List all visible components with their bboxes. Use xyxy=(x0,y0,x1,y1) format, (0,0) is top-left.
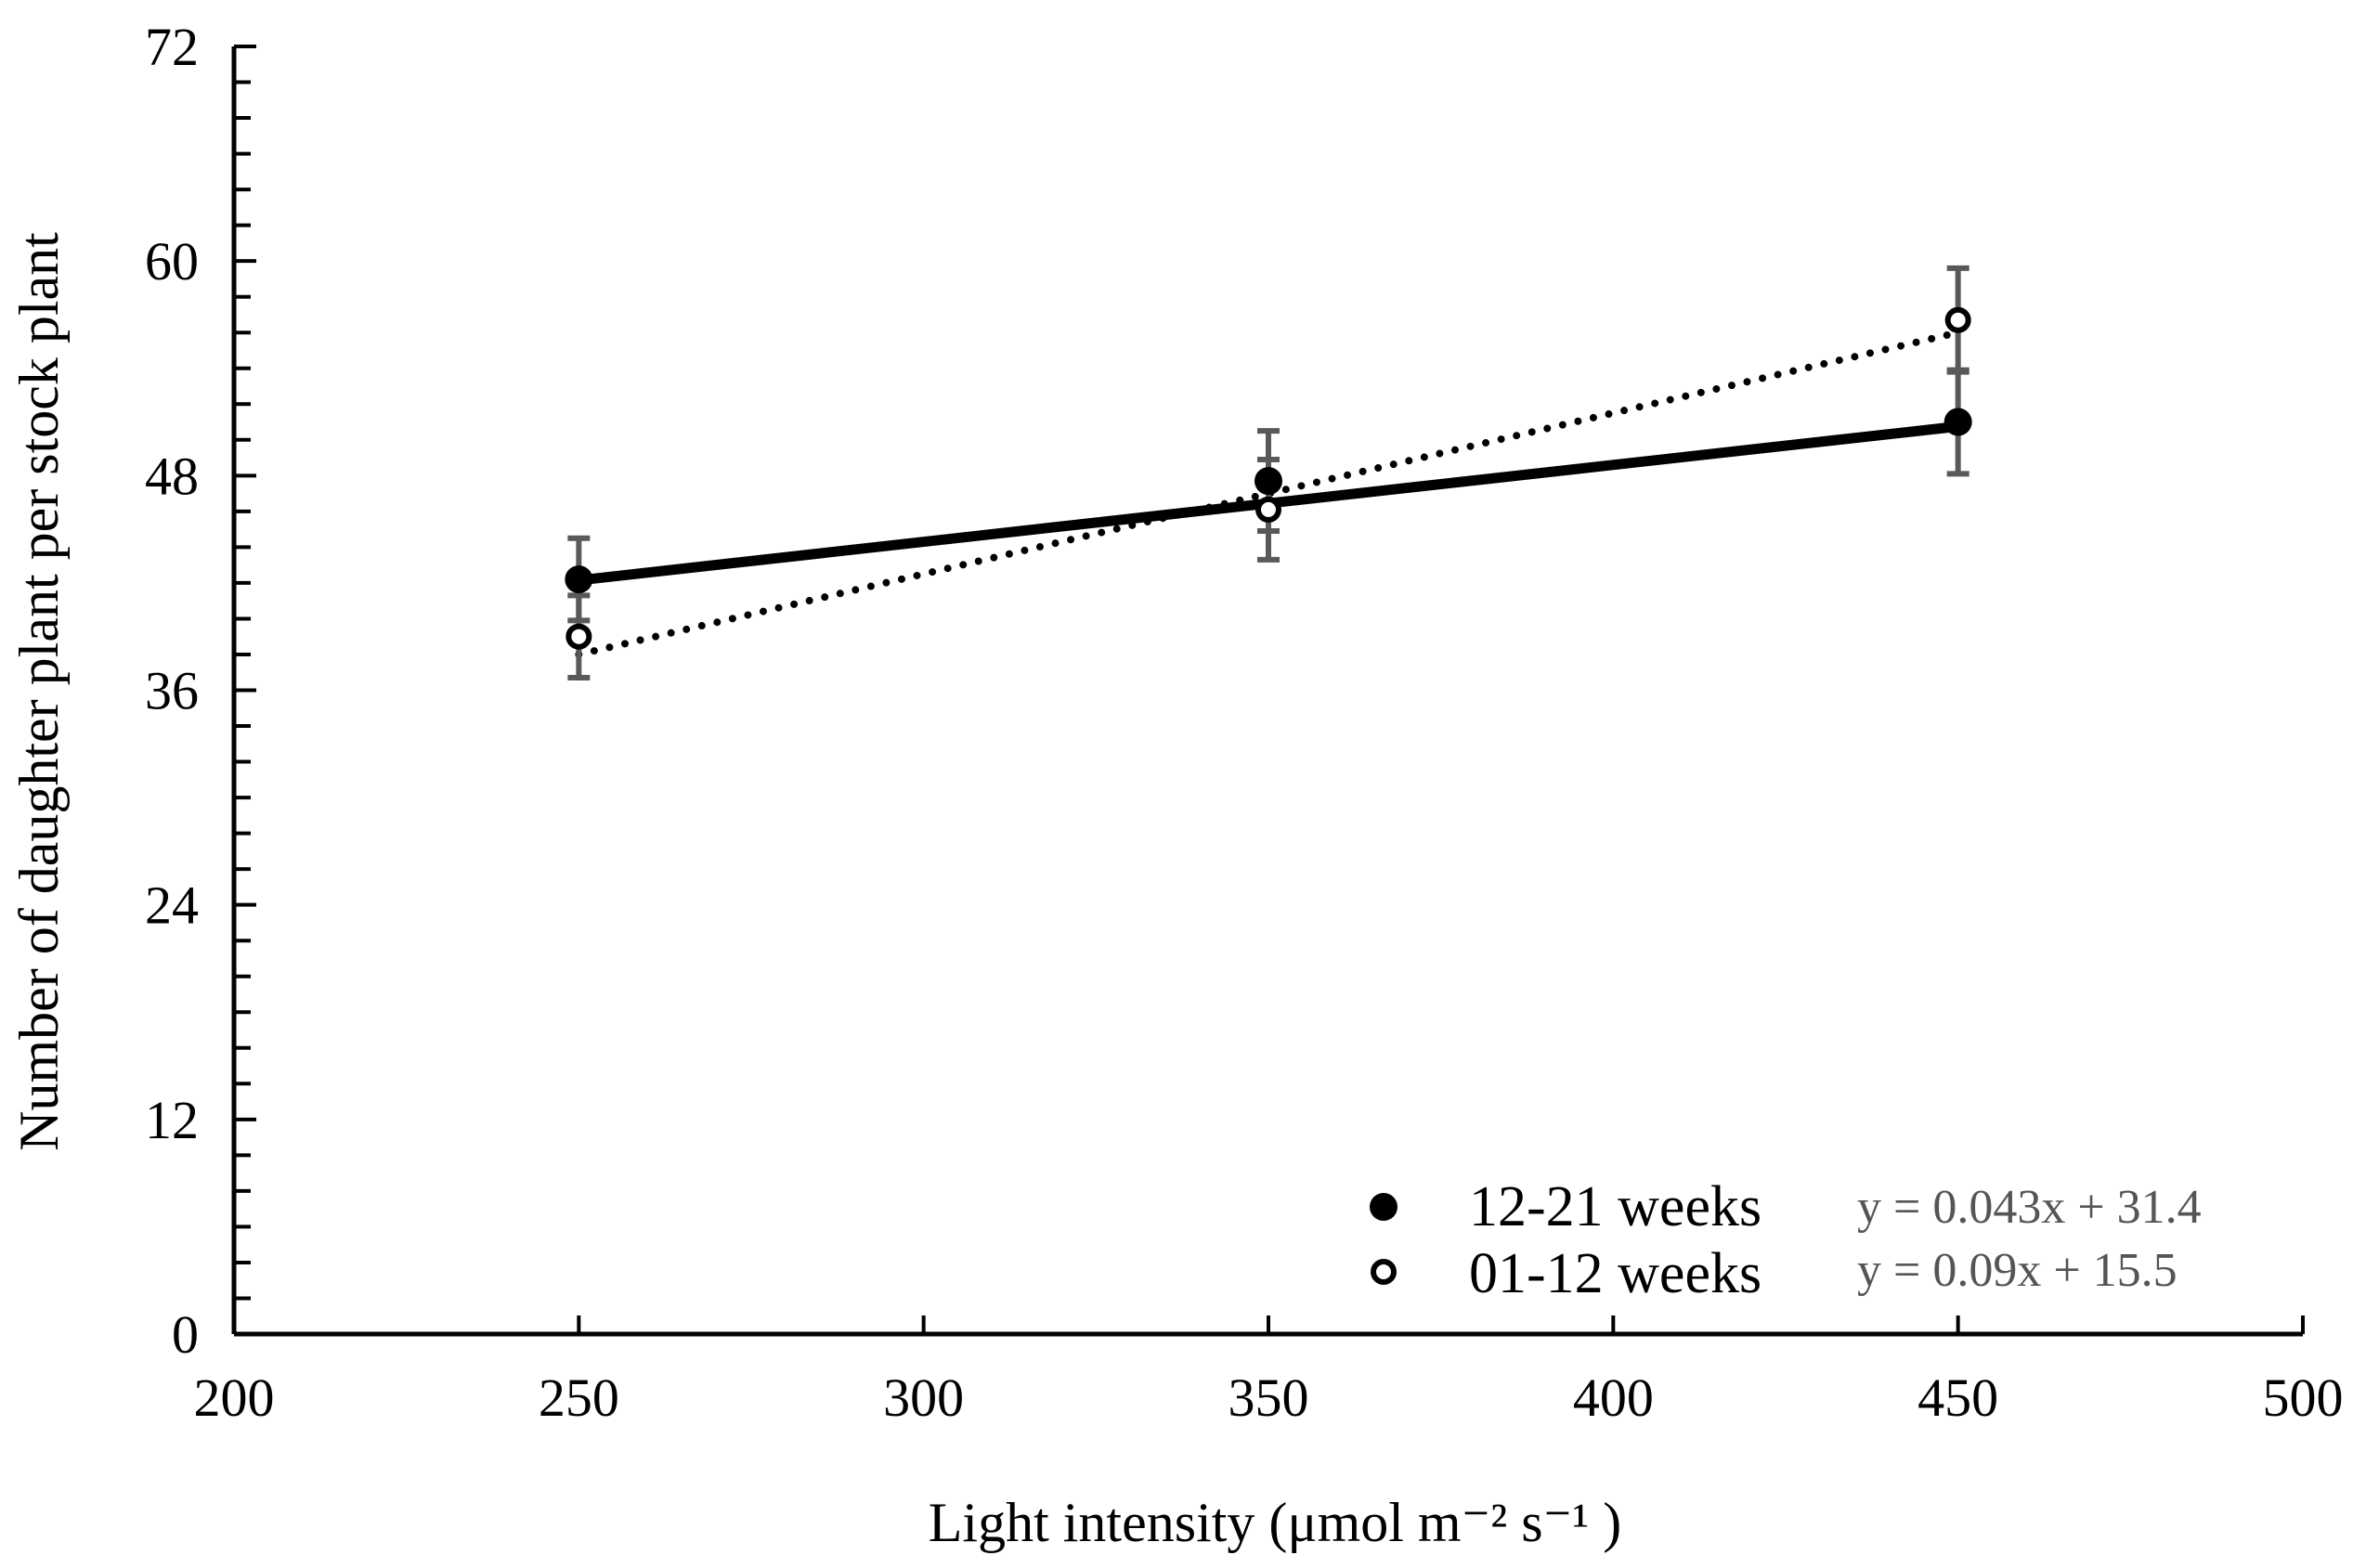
data-points xyxy=(565,306,1972,650)
x-tick-label-250: 250 xyxy=(539,1367,619,1428)
legend-marker-01-12-weeks xyxy=(1371,1259,1397,1285)
y-tick-label-24: 24 xyxy=(145,875,199,936)
axes xyxy=(231,46,2303,1337)
point-01-12-weeks-350 xyxy=(1255,496,1281,523)
y-tick-label-12: 12 xyxy=(145,1090,199,1150)
trendline-equation-01-12-weeks: y = 0.09x + 15.5 xyxy=(1857,1244,2178,1297)
x-tick-label-500: 500 xyxy=(2263,1367,2344,1428)
x-tick-label-350: 350 xyxy=(1228,1367,1309,1428)
legend-label-01-12-weeks: 01-12 weeks xyxy=(1469,1242,1762,1305)
point-01-12-weeks-250 xyxy=(566,623,592,650)
point-12-21-weeks-350 xyxy=(1254,467,1282,496)
legend-label-12-21-weeks: 12-21 weeks xyxy=(1469,1175,1762,1238)
tick-marks xyxy=(232,45,2305,1336)
legend-marker-12-21-weeks xyxy=(1370,1193,1398,1221)
y-tick-label-48: 48 xyxy=(145,446,199,506)
x-tick-label-400: 400 xyxy=(1573,1367,1654,1428)
y-tick-label-36: 36 xyxy=(145,661,199,721)
point-12-21-weeks-250 xyxy=(565,565,593,594)
point-01-12-weeks-450 xyxy=(1944,306,1971,333)
y-tick-label-72: 72 xyxy=(145,17,199,77)
x-tick-label-200: 200 xyxy=(194,1367,275,1428)
trendline-equation-12-21-weeks: y = 0.043x + 31.4 xyxy=(1857,1181,2202,1234)
y-axis-title: Number of daughter plant per stock plant xyxy=(8,232,70,1151)
x-tick-label-450: 450 xyxy=(1918,1367,1998,1428)
x-tick-label-300: 300 xyxy=(883,1367,964,1428)
point-12-21-weeks-450 xyxy=(1944,408,1972,436)
y-tick-label-60: 60 xyxy=(145,231,199,292)
legend: 12-21 weeks y = 0.043x + 31.4 01-12 week… xyxy=(1370,1175,2202,1305)
tick-labels: 0 12 24 36 48 60 72 200 250 300 350 400 450 500 xyxy=(145,17,2344,1428)
y-tick-label-0: 0 xyxy=(172,1304,199,1365)
x-axis-title: Light intensity (μmol m⁻² s⁻¹ ) xyxy=(929,1492,1621,1553)
